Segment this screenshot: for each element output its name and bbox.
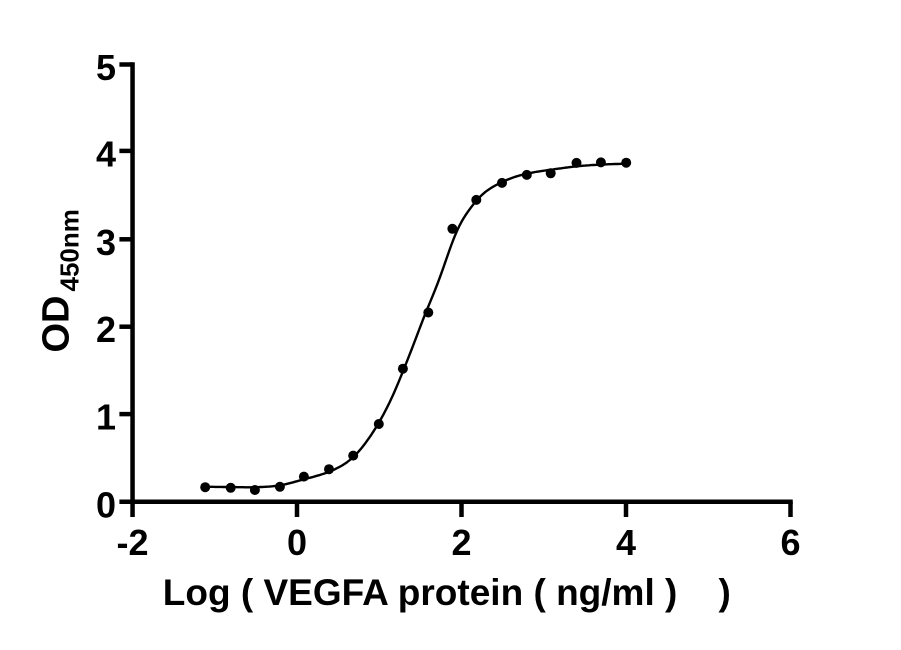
svg-text:0: 0 [96,484,116,525]
svg-text:0: 0 [287,522,307,563]
svg-text:2: 2 [96,309,116,350]
svg-text:Log ( VEGFA protein ( ng/ml ): Log ( VEGFA protein ( ng/ml ) ) [163,572,731,613]
svg-text:6: 6 [780,522,800,563]
svg-text:4: 4 [616,522,636,563]
svg-text:1: 1 [96,397,116,438]
svg-text:3: 3 [96,222,116,263]
svg-text:2: 2 [451,522,471,563]
svg-text:5: 5 [96,47,116,88]
svg-text:4: 4 [96,133,116,174]
svg-text:-2: -2 [117,522,149,563]
